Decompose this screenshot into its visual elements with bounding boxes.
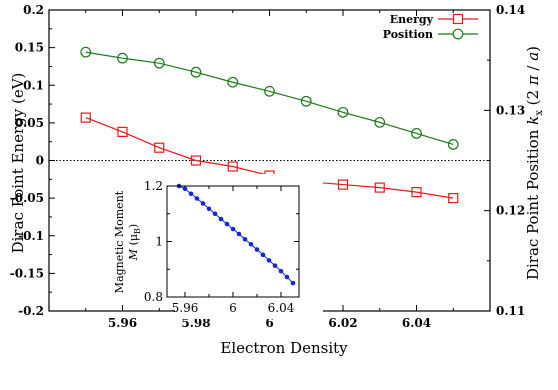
- energy-point: [227, 161, 238, 172]
- position-point: [80, 46, 92, 58]
- y2-tick-label: 0.14: [496, 3, 525, 17]
- inset-y-tick-label: 1: [155, 235, 163, 249]
- magnetic-moment-point: [284, 274, 290, 280]
- position-point: [374, 116, 386, 128]
- y-tick-labels: 0.2 0.15 0.1 0.05 0 -0.05 -0.1 -0.15 -0.2: [10, 3, 44, 318]
- magnetic-moment-point: [272, 263, 278, 268]
- energy-point: [117, 126, 128, 138]
- magnetic-moment-series: [176, 183, 296, 286]
- magnetic-moment-point: [290, 280, 296, 286]
- y2-axis-label: Dirac Point Position kx (2 π / a): [524, 46, 545, 280]
- position-point: [264, 85, 275, 97]
- legend-position-label: Position: [383, 28, 433, 41]
- y-axis-label: Dirac Point Energy (eV): [9, 73, 27, 254]
- y-tick-label: 0.1: [23, 78, 44, 92]
- x-tick-label: 5.98: [181, 316, 210, 330]
- magnetic-moment-point: [242, 236, 248, 242]
- magnetic-moment-point: [188, 191, 194, 197]
- legend-position-symbol: [438, 28, 478, 40]
- inset-y-tick-labels: 1.2 1 0.8: [144, 179, 163, 304]
- x-tick-label: 6: [265, 316, 273, 330]
- inset-y-axis-label-line1: Magnetic Moment: [113, 190, 126, 293]
- magnetic-moment-point: [230, 226, 236, 232]
- inset-y-axis-label-line2: M (μB): [127, 224, 142, 261]
- magnetic-moment-point: [206, 206, 212, 212]
- y2-tick-label: 0.13: [496, 103, 525, 117]
- inset-y-tick-label: 1.2: [144, 179, 163, 193]
- position-point: [300, 95, 312, 107]
- energy-point: [154, 142, 165, 153]
- magnetic-moment-point: [266, 258, 272, 263]
- y-tick-label: -0.1: [18, 229, 44, 243]
- magnetic-moment-point: [212, 211, 218, 217]
- position-point: [337, 106, 349, 118]
- inset-x-tick-label: 6.04: [268, 301, 295, 315]
- y2-tick-label: 0.12: [496, 204, 525, 218]
- inset-x-tick-label: 5.96: [172, 301, 199, 315]
- inset-y-tick-label: 0.8: [144, 290, 163, 304]
- x-tick-labels: 5.96 5.98 6 6.02 6.04: [108, 316, 431, 330]
- legend: Energy Position: [383, 13, 478, 41]
- magnetic-moment-point: [218, 216, 224, 222]
- magnetic-moment-point: [278, 268, 284, 274]
- x-axis-label: Electron Density: [220, 339, 348, 357]
- magnetic-moment-point: [194, 196, 200, 201]
- y2-tick-labels: 0.14 0.13 0.12 0.11: [496, 3, 525, 318]
- energy-point: [190, 155, 202, 166]
- x-tick-label: 6.04: [402, 316, 431, 330]
- position-point: [411, 128, 422, 139]
- inset-x-tick-label: 6: [229, 301, 237, 315]
- energy-point: [80, 112, 91, 123]
- y-tick-label: 0.2: [23, 3, 44, 17]
- energy-point: [337, 179, 349, 190]
- position-series: [80, 46, 459, 150]
- inset-chart: 5.96 6 6.04 1.2 1 0.8 Magnetic Moment M (μB): [113, 174, 323, 319]
- position-legend-marker: [452, 28, 464, 40]
- x-tick-label: 6.02: [328, 316, 357, 330]
- y2-tick-label: 0.11: [496, 304, 525, 318]
- magnetic-moment-point: [236, 231, 242, 237]
- y-tick-label: -0.15: [10, 266, 44, 280]
- position-point: [190, 66, 202, 78]
- y-tick-label: 0.15: [15, 41, 44, 55]
- position-point: [227, 76, 239, 88]
- energy-point: [448, 193, 459, 204]
- y-tick-label: -0.05: [10, 191, 44, 205]
- position-line: [85, 51, 454, 146]
- magnetic-moment-point: [200, 201, 206, 206]
- y-tick-label: 0: [36, 154, 44, 168]
- y-tick-label: 0.05: [15, 116, 44, 130]
- inset-plot-frame: [166, 185, 300, 298]
- magnetic-moment-point: [248, 241, 254, 247]
- energy-point: [411, 187, 422, 198]
- inset-x-tick-labels: 5.96 6 6.04: [172, 301, 295, 315]
- y-tick-label: -0.2: [18, 304, 44, 318]
- magnetic-moment-point: [254, 247, 260, 252]
- legend-energy-symbol: [438, 13, 478, 25]
- magnetic-moment-point: [224, 221, 230, 227]
- energy-legend-marker: [452, 13, 464, 25]
- position-point: [117, 52, 128, 64]
- position-point: [153, 57, 165, 69]
- x-tick-label: 5.96: [108, 316, 137, 330]
- magnetic-moment-point: [182, 186, 188, 192]
- energy-point: [374, 182, 385, 193]
- magnetic-moment-point: [260, 252, 266, 258]
- legend-energy-label: Energy: [390, 13, 434, 26]
- position-point: [447, 139, 459, 150]
